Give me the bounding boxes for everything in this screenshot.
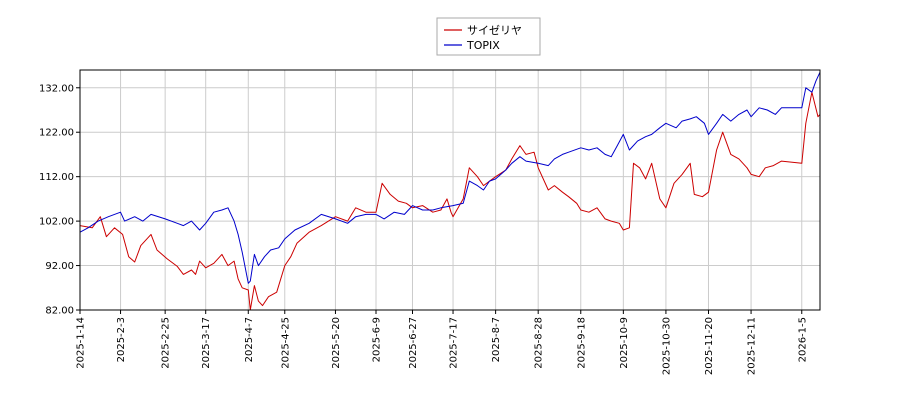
x-axis: 2025-1-14 2025-2-3 2025-2-25 2025-3-17 2025-…: [76, 310, 808, 375]
series-line-0: [79, 91, 821, 311]
y-tick-label: 122.00: [39, 128, 74, 139]
y-tick-label: 82.00: [45, 306, 74, 317]
y-axis: 82.00 92.00 102.00 112.00 122.00 132.00: [39, 83, 80, 317]
x-tick-label: 2025-2-25: [161, 317, 172, 369]
y-tick-label: 112.00: [39, 172, 74, 183]
series-line-1: [79, 71, 821, 284]
x-tick-label: 2025-1-14: [76, 317, 87, 369]
x-tick-label: 2025-11-20: [704, 317, 715, 375]
y-tick-label: 92.00: [45, 261, 74, 272]
plot-frame: [79, 69, 821, 311]
x-tick-label: 2025-3-17: [201, 317, 212, 369]
x-tick-label: 2025-9-18: [576, 317, 587, 369]
x-tick-label: 2025-8-28: [534, 317, 545, 369]
gridlines: [79, 70, 820, 311]
x-tick-label: 2025-12-11: [747, 317, 758, 375]
y-tick-label: 102.00: [39, 217, 74, 228]
x-tick-label: 2025-2-3: [116, 317, 127, 362]
x-tick-label: 2025-5-20: [331, 317, 342, 369]
series-lines: [79, 71, 821, 311]
legend-label-series-0: サイゼリヤ: [467, 24, 522, 37]
x-tick-label: 2025-4-7: [244, 317, 255, 362]
x-tick-label: 2025-4-25: [280, 317, 291, 369]
x-tick-label: 2025-10-30: [661, 317, 672, 375]
x-tick-label: 2025-10-9: [619, 317, 630, 369]
legend: サイゼリヤ TOPIX: [436, 17, 541, 56]
x-tick-label: 2025-6-9: [372, 317, 383, 362]
x-tick-label: 2025-6-27: [408, 317, 419, 369]
legend-box: [436, 17, 541, 56]
legend-label-series-1: TOPIX: [466, 39, 500, 52]
y-tick-label: 132.00: [39, 83, 74, 94]
x-tick-label: 2026-1-5: [797, 317, 808, 362]
x-tick-label: 2025-7-17: [449, 317, 460, 369]
x-tick-label: 2025-8-7: [491, 317, 502, 362]
